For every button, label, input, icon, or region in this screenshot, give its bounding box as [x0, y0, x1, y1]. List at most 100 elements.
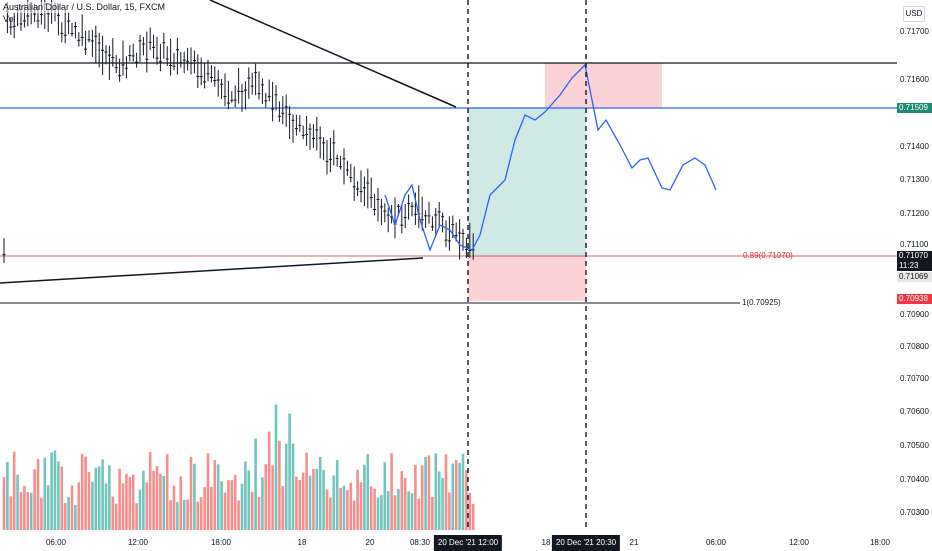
volume-bar — [84, 456, 87, 530]
volume-bar — [298, 480, 302, 530]
volume-bar — [468, 492, 472, 530]
time-tick: 12:00 — [127, 538, 149, 547]
ascending-trendline[interactable] — [0, 257, 424, 284]
volume-bar — [407, 491, 410, 530]
price-tick: 0.70900 — [900, 310, 929, 319]
price-tick: 0.71300 — [900, 175, 929, 184]
volume-bar — [199, 497, 203, 530]
volume-bar — [346, 490, 349, 530]
volume-bar — [271, 465, 274, 530]
volume-bar — [383, 462, 387, 530]
volume-bar — [104, 483, 108, 530]
target-zone[interactable] — [468, 108, 586, 256]
volume-bar — [91, 481, 94, 530]
upper-line-price-tag: 0.71509 — [897, 103, 932, 113]
volume-bar — [155, 466, 159, 530]
volume-bar — [424, 456, 427, 530]
volume-bar — [329, 497, 332, 530]
volume-bar — [288, 413, 291, 530]
price-tick: 0.71100 — [900, 240, 929, 249]
volume-bar — [60, 466, 64, 530]
volume-bar — [101, 459, 104, 530]
volume-bar — [29, 492, 33, 530]
volume-bar — [274, 404, 278, 530]
time-tick: 18 — [297, 538, 307, 547]
volume-bar — [135, 503, 138, 530]
volume-bar — [380, 494, 383, 530]
projection-path[interactable] — [384, 63, 717, 252]
volume-bar — [172, 485, 176, 530]
volume-bar — [118, 468, 121, 530]
volume-bar — [250, 491, 254, 530]
volume-bar — [23, 485, 26, 530]
volume-indicator-label[interactable]: Vol — [3, 14, 16, 24]
price-tick: 0.70400 — [900, 475, 929, 484]
volume-bar — [206, 453, 210, 530]
volume-bar — [223, 492, 227, 530]
time-axis[interactable]: 06:00 12:00 18:00 18 20 08:30 18 21 06:0… — [0, 530, 897, 551]
volume-bar — [301, 472, 305, 530]
volume-bar — [376, 497, 380, 530]
volume-bar — [196, 501, 200, 530]
volume-bar — [213, 460, 217, 530]
volume-bar — [186, 499, 189, 530]
volume-bar — [237, 500, 240, 530]
volume-bar — [108, 465, 111, 530]
volume-bar — [165, 454, 169, 530]
volume-bar — [417, 498, 421, 530]
volume-bar — [176, 502, 179, 530]
volume-bar — [441, 477, 444, 530]
volume-bar — [87, 471, 91, 530]
volume-bar — [448, 492, 451, 530]
short-zone[interactable] — [545, 63, 662, 108]
volume-bar — [230, 480, 234, 530]
volume-bar — [179, 476, 183, 530]
volume-bar — [437, 471, 441, 530]
time-tick: 20 — [365, 538, 375, 547]
volume-bar — [451, 463, 455, 530]
volume-bar — [43, 457, 47, 530]
volume-bar — [152, 470, 155, 530]
volume-bar — [352, 500, 356, 530]
volume-bar — [67, 496, 70, 530]
volume-bar — [373, 488, 376, 530]
currency-button[interactable]: USD — [903, 6, 925, 22]
volume-bar — [36, 458, 40, 530]
price-tick: 0.71400 — [900, 142, 929, 151]
volume-bar — [216, 464, 220, 530]
volume-bars-group — [2, 404, 475, 530]
price-tick: 0.71200 — [900, 209, 929, 218]
chart-title[interactable]: Australian Dollar / U.S. Dollar, 15, FXC… — [3, 2, 166, 13]
descending-trendline[interactable] — [209, 0, 457, 108]
time-highlight-entry-date: 20 Dec '21 — [437, 538, 476, 547]
time-highlight-exit-time: 20:30 — [596, 538, 617, 547]
volume-bar — [233, 474, 237, 530]
volume-bar — [267, 431, 271, 530]
stop-zone[interactable] — [468, 256, 586, 301]
volume-bar — [291, 443, 295, 530]
volume-bar — [434, 453, 438, 530]
candles-group — [2, 0, 475, 264]
volume-bar — [128, 476, 132, 530]
volume-bar — [12, 451, 16, 530]
price-tick: 0.70500 — [900, 441, 929, 450]
price-tick: 0.70300 — [900, 508, 929, 517]
volume-bar — [2, 477, 6, 530]
volume-bar — [33, 469, 36, 530]
volume-bar — [125, 473, 128, 530]
volume-bar — [6, 462, 9, 530]
volume-bar — [9, 496, 13, 530]
volume-bar — [308, 475, 312, 530]
volume-bar — [227, 480, 230, 530]
volume-bar — [318, 456, 322, 530]
price-tick: 0.71700 — [900, 27, 929, 36]
price-axis[interactable]: USD 0.71700 0.71600 0.71400 0.71300 0.71… — [897, 0, 932, 530]
price-chart[interactable] — [0, 0, 897, 530]
price-tick: 0.70800 — [900, 342, 929, 351]
countdown-tag: 11:23 — [897, 261, 932, 271]
volume-bar — [363, 464, 366, 530]
volume-bar — [142, 470, 145, 530]
volume-bar — [339, 487, 342, 530]
volume-bar — [74, 504, 77, 530]
volume-bar — [63, 502, 67, 530]
